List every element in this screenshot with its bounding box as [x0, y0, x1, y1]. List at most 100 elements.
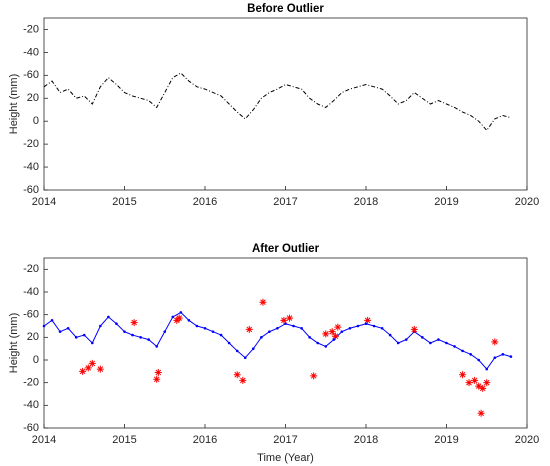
outlier-marker — [153, 375, 161, 383]
outlier-marker — [96, 365, 104, 373]
y-tick-label: -20 — [23, 263, 39, 275]
outlier-marker — [286, 314, 294, 322]
point-marker — [252, 347, 255, 350]
point-marker — [453, 345, 456, 348]
point-marker — [243, 356, 247, 360]
point-marker — [276, 326, 279, 330]
y-tick-label: -40 — [23, 46, 39, 58]
y-tick-label: -40 — [23, 399, 39, 411]
point-marker — [74, 336, 78, 339]
point-marker — [219, 333, 223, 337]
point-marker — [50, 319, 54, 322]
point-marker — [115, 322, 118, 326]
point-marker — [380, 326, 384, 330]
point-marker — [284, 322, 287, 326]
plot-area — [43, 257, 528, 429]
chart-title: After Outlier — [252, 243, 320, 255]
point-marker — [324, 345, 328, 348]
y-tick-label: -20 — [23, 138, 39, 150]
x-tick-label: 2019 — [434, 196, 458, 208]
point-marker — [195, 324, 199, 328]
outlier-marker — [328, 328, 336, 336]
point-marker — [227, 341, 231, 345]
point-marker — [469, 353, 472, 356]
x-tick-label: 2019 — [434, 434, 458, 446]
point-marker — [91, 341, 94, 345]
outlier-marker — [88, 359, 96, 367]
outlier-marker — [175, 314, 183, 322]
y-tick-label: 20 — [27, 331, 39, 343]
point-marker — [501, 353, 505, 356]
point-marker — [421, 336, 424, 339]
y-tick-label: 0 — [33, 115, 39, 127]
y-axis-label: Height (mm) — [8, 313, 20, 374]
point-marker — [445, 341, 448, 345]
point-marker — [404, 338, 408, 341]
point-marker — [340, 330, 344, 333]
outlier-marker — [245, 325, 253, 333]
outlier-marker — [331, 332, 339, 340]
point-marker — [163, 330, 167, 333]
y-tick-label: -20 — [23, 377, 39, 389]
outlier-marker — [477, 409, 485, 417]
outlier-marker — [479, 384, 487, 392]
outlier-marker — [259, 298, 267, 306]
point-marker — [396, 341, 400, 345]
outlier-marker — [364, 316, 372, 324]
point-marker — [139, 336, 142, 339]
point-marker — [332, 338, 336, 341]
outlier-marker — [84, 364, 92, 372]
y-tick-label: -20 — [23, 23, 39, 35]
point-marker — [437, 338, 440, 341]
point-marker — [155, 345, 158, 348]
point-marker — [203, 326, 207, 330]
outlier-marker — [459, 371, 467, 379]
outlier-marker — [491, 338, 499, 346]
x-tick-label: 2016 — [193, 434, 217, 446]
y-tick-label: -40 — [23, 286, 39, 298]
point-marker — [147, 338, 150, 341]
point-marker — [348, 326, 352, 330]
point-marker — [509, 355, 513, 358]
point-marker — [485, 367, 489, 371]
point-marker — [429, 341, 432, 345]
x-tick-label: 2014 — [32, 196, 56, 208]
point-marker — [171, 315, 175, 319]
outlier-marker — [475, 382, 483, 390]
point-marker — [493, 356, 497, 360]
point-marker — [461, 349, 464, 353]
point-marker — [66, 326, 70, 330]
outlier-marker — [465, 379, 473, 387]
point-marker — [187, 319, 191, 322]
x-tick-label: 2014 — [32, 434, 56, 446]
point-marker — [211, 330, 215, 333]
point-marker — [58, 330, 62, 333]
y-tick-label: 0 — [33, 354, 39, 366]
outlier-marker — [239, 376, 247, 384]
point-marker — [356, 324, 360, 328]
x-tick-label: 2016 — [193, 196, 217, 208]
point-marker — [123, 330, 126, 333]
outlier-marker — [471, 376, 479, 384]
point-marker — [268, 330, 271, 333]
point-marker — [42, 324, 46, 328]
x-tick-label: 2015 — [112, 196, 136, 208]
point-marker — [372, 324, 376, 328]
point-marker — [107, 315, 110, 319]
outlier-marker — [334, 323, 342, 331]
x-tick-label: 2018 — [354, 196, 378, 208]
outlier-marker — [322, 330, 330, 338]
y-axis-label: Height (mm) — [8, 74, 20, 135]
point-marker — [388, 333, 392, 337]
x-tick-label: 2020 — [515, 434, 539, 446]
x-tick-label: 2017 — [273, 196, 297, 208]
x-axis-label: Time (Year) — [257, 452, 314, 464]
point-marker — [316, 341, 320, 345]
outlier-marker — [233, 371, 241, 379]
plot-area — [43, 17, 528, 191]
outlier-marker — [130, 319, 138, 327]
outlier-marker — [154, 368, 162, 376]
outlier-marker — [483, 379, 491, 387]
outlier-marker — [280, 316, 288, 324]
